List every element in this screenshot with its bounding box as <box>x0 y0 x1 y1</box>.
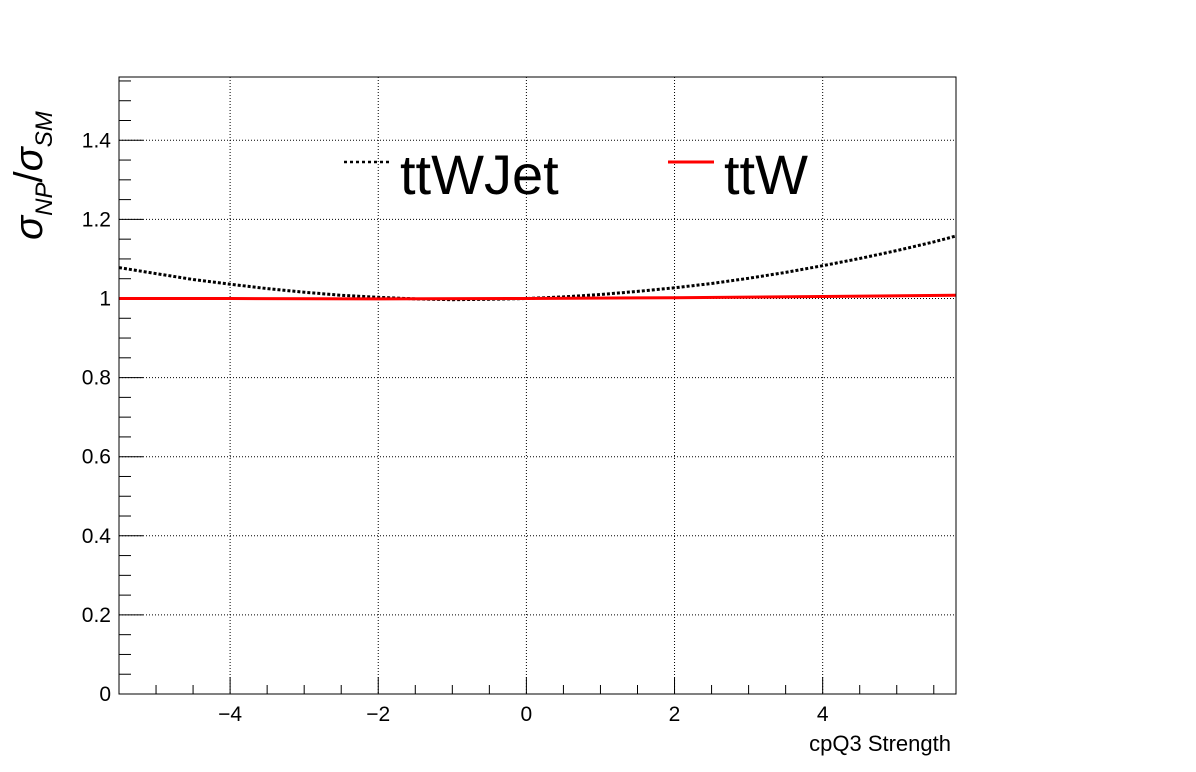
series-line-ttwjet <box>118 234 957 302</box>
y-tick-label: 1.2 <box>82 208 111 231</box>
x-axis-label: cpQ3 Strength <box>809 731 951 756</box>
y-tick-label: 0 <box>99 683 111 706</box>
x-tick-label: 4 <box>817 703 829 726</box>
y-tick-label: 0.2 <box>82 604 111 627</box>
x-tick-label: −2 <box>366 703 390 726</box>
y-tick-label: 1.4 <box>82 129 112 152</box>
y-tick-label: 0.4 <box>82 525 112 548</box>
y-tick-label: 0.6 <box>82 446 111 469</box>
x-tick-label: 2 <box>669 703 681 726</box>
y-tick-label: 0.8 <box>82 367 111 390</box>
legend-label-ttw: ttW <box>724 143 808 206</box>
series-layer <box>118 234 957 302</box>
y-tick-label: 1 <box>99 287 111 310</box>
x-tick-label: 0 <box>521 703 533 726</box>
y-axis-label: σNP/σSM <box>7 111 58 240</box>
x-tick-label: −4 <box>218 703 242 726</box>
tick-labels: −4 −2 0 2 4 0 0.2 0.4 0.6 0.8 1 1.2 1.4 <box>82 129 829 726</box>
plot-frame <box>118 76 957 695</box>
grid-lines <box>119 77 956 695</box>
legend-label-ttwjet: ttWJet <box>400 143 559 206</box>
legend: ttWJet ttW <box>344 143 808 206</box>
series-line-ttw <box>119 293 957 301</box>
